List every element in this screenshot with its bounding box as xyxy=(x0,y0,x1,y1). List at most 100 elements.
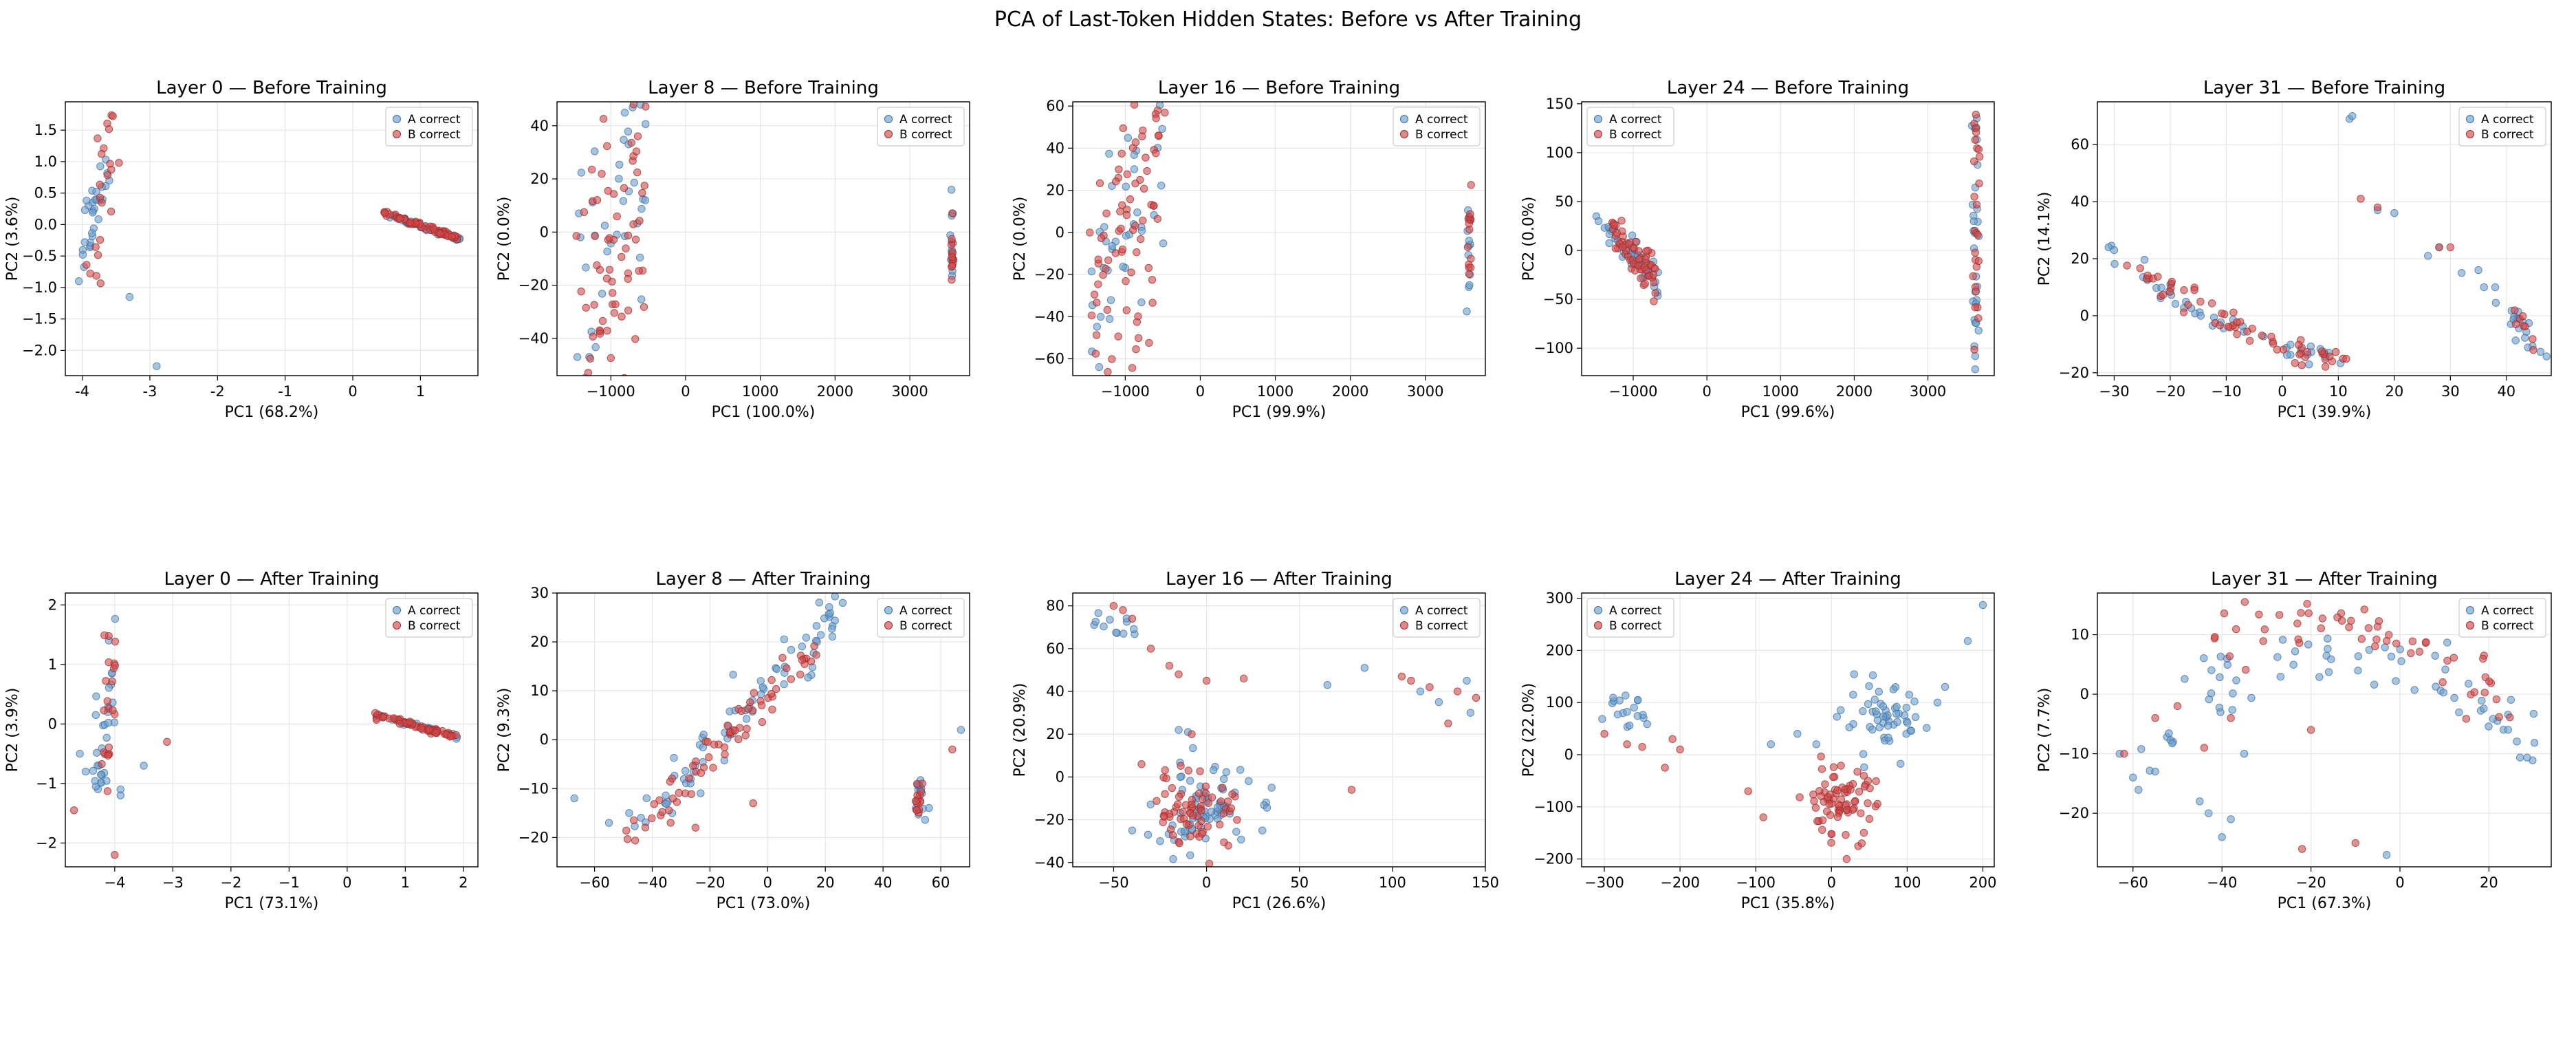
point-b xyxy=(613,212,621,221)
x-tick-label: 40 xyxy=(2497,383,2515,400)
x-tick-label: −3 xyxy=(162,874,184,891)
point-a xyxy=(1609,693,1617,702)
point-b xyxy=(638,36,645,43)
point-a xyxy=(1176,773,1185,782)
point-b xyxy=(2519,312,2527,321)
point-b xyxy=(1135,421,1142,428)
point-a xyxy=(1903,719,1912,727)
point-a xyxy=(816,631,825,639)
point-a xyxy=(947,186,956,194)
point-b xyxy=(1864,799,1872,808)
point-b xyxy=(1168,831,1177,839)
point-b xyxy=(1824,793,1832,801)
legend-marker xyxy=(2466,115,2474,123)
point-a xyxy=(603,247,611,256)
points xyxy=(2115,598,2539,859)
point-b xyxy=(2233,318,2241,327)
legend-box xyxy=(1586,598,1674,638)
point-a xyxy=(1416,687,1425,696)
point-a xyxy=(1360,664,1369,672)
point-b xyxy=(2233,330,2241,338)
point-b xyxy=(778,654,787,662)
point-a xyxy=(798,643,807,651)
point-a xyxy=(78,250,87,259)
point-b xyxy=(2443,656,2452,665)
point-a xyxy=(576,430,582,437)
point-b xyxy=(92,272,100,280)
point-b xyxy=(1161,108,1169,117)
x-tick-label: −20 xyxy=(2155,383,2185,400)
point-a xyxy=(591,343,600,352)
point-b xyxy=(2326,352,2334,360)
point-b xyxy=(1092,331,1101,339)
point-b xyxy=(1162,774,1170,783)
point-a xyxy=(1209,766,1218,775)
point-a xyxy=(1100,622,1108,631)
point-a xyxy=(81,767,90,776)
point-b xyxy=(1188,730,1196,738)
point-b xyxy=(83,261,91,269)
point-b xyxy=(1397,672,1406,680)
point-a xyxy=(1122,182,1130,191)
point-a xyxy=(1974,375,1978,376)
point-b xyxy=(600,452,607,459)
point-a xyxy=(1245,777,1253,786)
legend-marker xyxy=(884,130,893,138)
point-b xyxy=(1637,274,1645,283)
point-b xyxy=(417,724,426,733)
point-b xyxy=(948,253,957,261)
y-tick-label: 2 xyxy=(48,596,57,613)
point-b xyxy=(2260,625,2269,634)
x-tick-label: −30 xyxy=(2099,383,2129,400)
point-a xyxy=(1237,835,1245,844)
point-a xyxy=(1594,217,1603,226)
point-a xyxy=(1180,827,1189,836)
point-b xyxy=(640,303,648,311)
point-b xyxy=(163,737,171,746)
point-b xyxy=(635,267,643,275)
x-tick-label: −60 xyxy=(2118,874,2148,891)
point-a xyxy=(1146,800,1155,809)
point-b xyxy=(1823,807,1831,816)
point-b xyxy=(1811,804,1820,812)
x-tick-label: 1000 xyxy=(1257,383,1294,400)
point-a xyxy=(125,292,134,301)
legend-label: B correct xyxy=(1415,619,1468,633)
legend-label: B correct xyxy=(408,128,461,142)
point-b xyxy=(2492,695,2501,704)
point-b xyxy=(1087,311,1096,320)
point-a xyxy=(1263,804,1271,812)
point-a xyxy=(2491,299,2500,307)
x-axis-label: PC1 (35.8%) xyxy=(1741,895,1835,912)
point-b xyxy=(2255,610,2263,618)
point-a xyxy=(105,684,113,692)
point-b xyxy=(772,685,781,693)
y-tick-label: 0 xyxy=(540,224,549,240)
point-b xyxy=(743,724,751,733)
panel-6: Layer 8 — After Training −60 −40 −20 0 20 40 60… xyxy=(496,569,970,912)
point-a xyxy=(2381,643,2389,651)
point-b xyxy=(634,89,641,96)
point-b xyxy=(666,819,675,827)
point-b xyxy=(587,525,594,532)
point-b xyxy=(623,834,632,843)
point-a xyxy=(1633,696,1642,704)
y-tick-label: 10 xyxy=(2071,627,2089,643)
point-b xyxy=(1126,195,1135,204)
point-a xyxy=(637,204,646,213)
point-b xyxy=(1197,817,1205,826)
point-b xyxy=(648,814,656,823)
point-b xyxy=(2351,839,2359,848)
point-a xyxy=(2529,709,2538,718)
x-tick-label: 20 xyxy=(816,874,835,891)
point-a xyxy=(2507,696,2515,704)
point-b xyxy=(2240,598,2249,606)
point-a xyxy=(2228,706,2236,714)
panel-7: Layer 16 — After Training −50 0 50 100 150 −40… xyxy=(1012,569,1499,912)
point-b xyxy=(107,165,116,174)
point-a xyxy=(1465,237,1473,245)
point-b xyxy=(1825,799,1833,808)
point-b xyxy=(1472,693,1481,702)
point-b xyxy=(1649,270,1658,279)
